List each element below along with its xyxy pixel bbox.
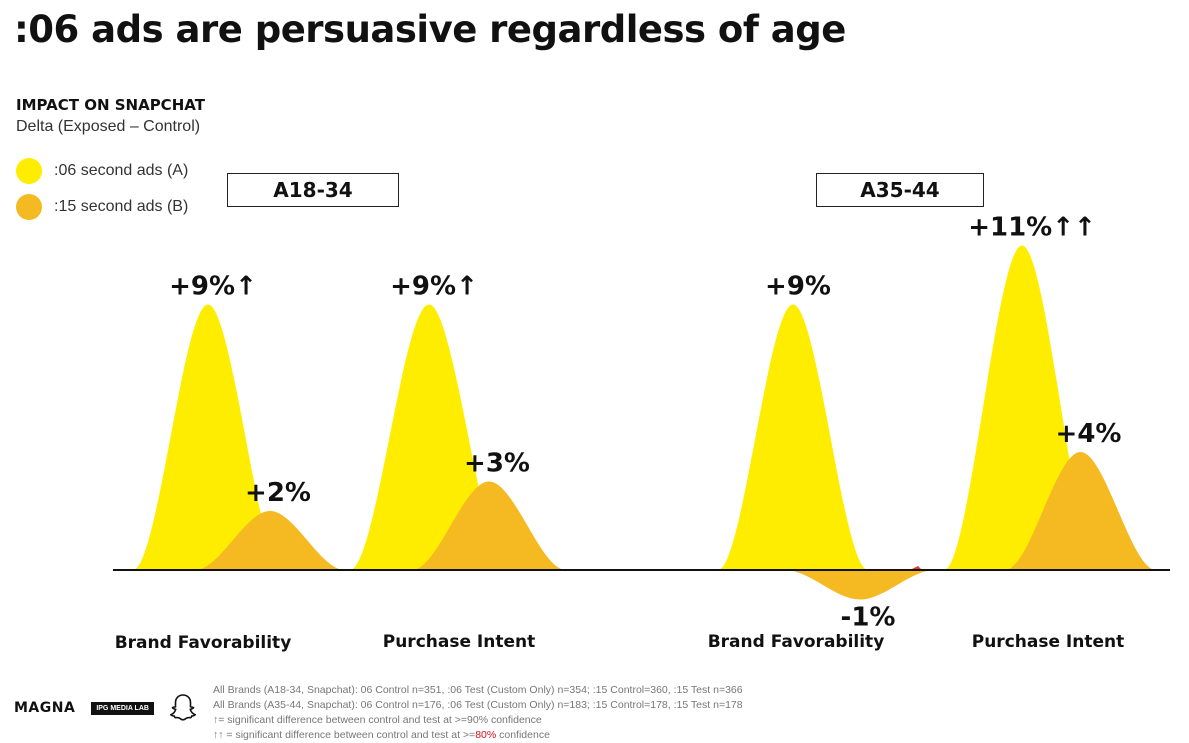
category-label-1: Purchase Intent <box>383 632 535 652</box>
area-15-0 <box>195 511 345 570</box>
footer-logos: MAGNA IPG MEDIA LAB <box>14 693 196 723</box>
legend-swatch-06 <box>16 158 42 184</box>
legend-label-15: :15 second ads (B) <box>54 198 189 215</box>
value-label-15-2: -1% <box>841 603 896 633</box>
chart-subhead: IMPACT ON SNAPCHAT <box>16 96 205 114</box>
area-06-2 <box>718 304 868 570</box>
area-15-3 <box>1005 452 1156 570</box>
value-label-06-2: +9% <box>765 272 831 302</box>
footnotes: All Brands (A18-34, Snapchat): 06 Contro… <box>213 683 743 743</box>
snapchat-ghost-icon <box>169 694 196 721</box>
category-label-3: Purchase Intent <box>972 632 1124 652</box>
page-title: :06 ads are persuasive regardless of age <box>14 8 846 51</box>
area-15-1 <box>412 481 566 570</box>
legend-swatch-15 <box>16 194 42 220</box>
category-label-2: Brand Favorability <box>708 632 885 652</box>
group-label-a35-44: A35-44 <box>816 173 984 207</box>
value-label-06-1: +9%↑ <box>390 272 478 302</box>
footnote-4-prefix: ↑↑ = significant difference between cont… <box>213 729 476 741</box>
legend-item-15: :15 second ads (B) <box>16 194 188 220</box>
footnote-2: All Brands (A35-44, Snapchat): 06 Contro… <box>213 699 743 711</box>
value-label-15-3: +4% <box>1056 419 1122 449</box>
chart-subtitle: Delta (Exposed – Control) <box>16 118 201 135</box>
area-06-0 <box>133 304 283 570</box>
footnote-1: All Brands (A18-34, Snapchat): 06 Contro… <box>213 684 743 696</box>
group-label-a18-34: A18-34 <box>227 173 399 207</box>
value-label-06-0: +9%↑ <box>169 272 257 302</box>
category-label-0: Brand Favorability <box>115 633 292 653</box>
footnote-4-suffix: confidence <box>496 729 550 741</box>
ipg-media-lab-logo: IPG MEDIA LAB <box>91 701 154 715</box>
value-label-15-1: +3% <box>464 449 530 479</box>
value-label-06-3: +11%↑↑ <box>968 213 1096 243</box>
magna-logo: MAGNA <box>14 700 76 716</box>
legend-label-06: :06 second ads (A) <box>54 162 189 179</box>
value-label-15-0: +2% <box>245 478 311 508</box>
footnote-3: ↑= significant difference between contro… <box>213 714 542 726</box>
legend-item-06: :06 second ads (A) <box>16 158 188 184</box>
footnote-4-highlight: 80% <box>475 729 497 741</box>
footnote-4: ↑↑ = significant difference between cont… <box>213 728 743 743</box>
area-15-2 <box>785 570 935 600</box>
